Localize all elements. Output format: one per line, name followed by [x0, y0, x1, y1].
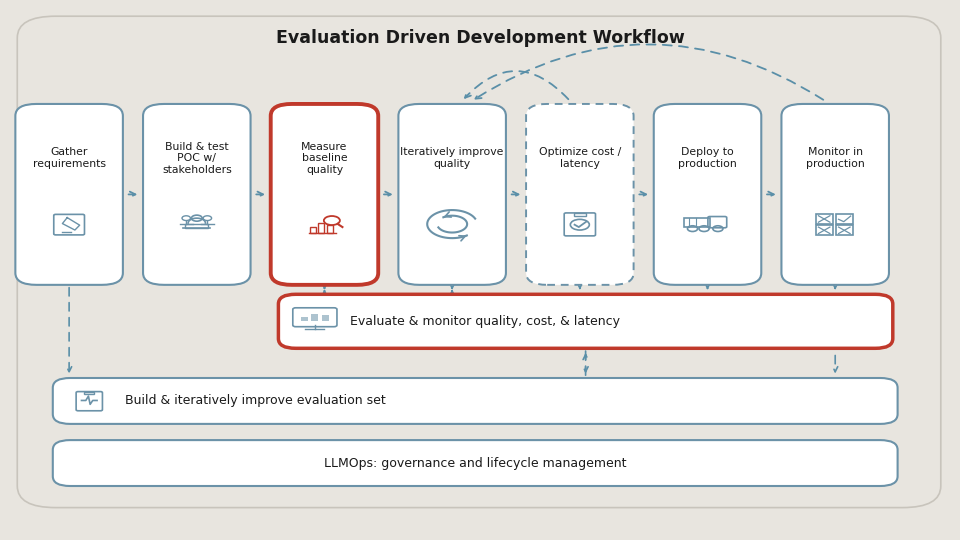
- Bar: [84, 392, 94, 394]
- Bar: [300, 317, 308, 321]
- Text: Iteratively improve
quality: Iteratively improve quality: [400, 147, 504, 169]
- FancyBboxPatch shape: [654, 104, 761, 285]
- Bar: [835, 226, 852, 235]
- FancyBboxPatch shape: [271, 104, 378, 285]
- Bar: [318, 223, 324, 233]
- Text: Build & test
POC w/
stakeholders: Build & test POC w/ stakeholders: [162, 141, 231, 175]
- Text: Build & iteratively improve evaluation set: Build & iteratively improve evaluation s…: [125, 394, 386, 408]
- FancyBboxPatch shape: [398, 104, 506, 285]
- Text: LLMOps: governance and lifecycle management: LLMOps: governance and lifecycle managem…: [324, 456, 627, 470]
- FancyBboxPatch shape: [53, 378, 898, 424]
- Bar: [815, 214, 832, 224]
- Bar: [322, 315, 329, 321]
- FancyBboxPatch shape: [526, 104, 634, 285]
- Bar: [684, 218, 709, 227]
- Bar: [185, 224, 208, 228]
- Text: Evaluate & monitor quality, cost, & latency: Evaluate & monitor quality, cost, & late…: [350, 315, 620, 328]
- Text: Monitor in
production: Monitor in production: [805, 147, 865, 169]
- Text: Gather
requirements: Gather requirements: [33, 147, 106, 169]
- FancyBboxPatch shape: [15, 104, 123, 285]
- Bar: [311, 314, 319, 321]
- FancyBboxPatch shape: [17, 16, 941, 508]
- FancyBboxPatch shape: [781, 104, 889, 285]
- Text: Optimize cost /
latency: Optimize cost / latency: [539, 147, 621, 169]
- Text: Evaluation Driven Development Workflow: Evaluation Driven Development Workflow: [276, 29, 684, 47]
- Text: Measure
baseline
quality: Measure baseline quality: [301, 141, 348, 175]
- Bar: [815, 226, 832, 235]
- FancyBboxPatch shape: [278, 294, 893, 348]
- Bar: [835, 214, 852, 224]
- FancyBboxPatch shape: [143, 104, 251, 285]
- Bar: [310, 227, 316, 233]
- Bar: [573, 213, 587, 216]
- Text: Deploy to
production: Deploy to production: [678, 147, 737, 169]
- Bar: [326, 225, 333, 233]
- FancyBboxPatch shape: [53, 440, 898, 486]
